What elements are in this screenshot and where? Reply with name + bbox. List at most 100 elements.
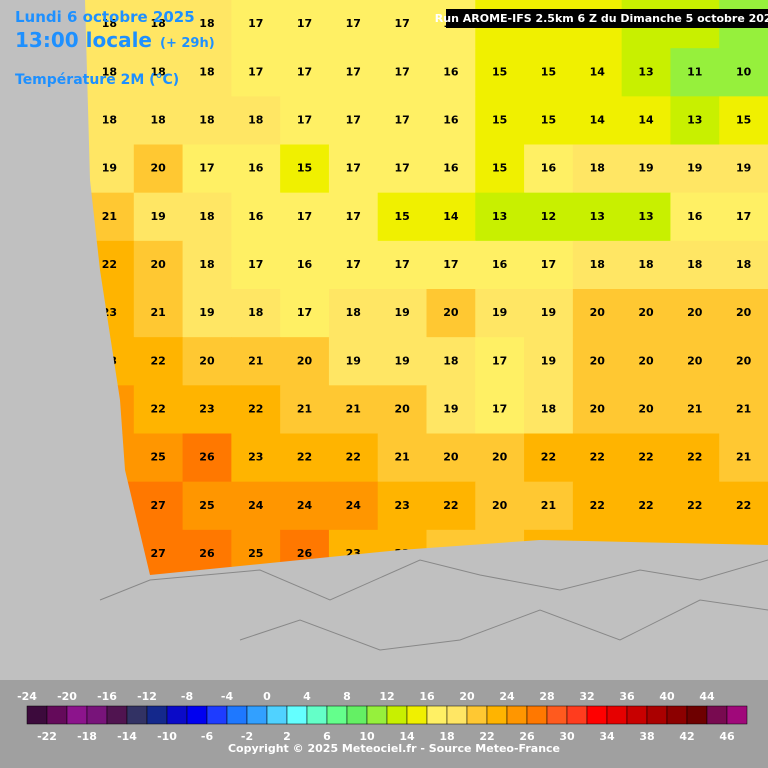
temperature-label: 20 xyxy=(443,451,459,464)
temperature-cell xyxy=(719,289,768,338)
temperature-label: 10 xyxy=(736,65,752,78)
temperature-label: 17 xyxy=(248,65,263,78)
temperature-cell xyxy=(231,96,281,145)
temperature-label: 22 xyxy=(248,402,263,415)
temperature-cell xyxy=(670,48,720,97)
temperature-cell xyxy=(280,289,330,338)
temperature-cell xyxy=(475,337,525,386)
temperature-cell xyxy=(328,385,379,434)
tick-label: 26 xyxy=(519,730,535,743)
run-info: Run AROME-IFS 2.5km 6 Z du Dimanche 5 oc… xyxy=(435,12,768,25)
color-box xyxy=(66,705,88,725)
temperature-label: 22 xyxy=(151,354,166,367)
tick-label: 8 xyxy=(343,690,351,703)
color-box xyxy=(626,705,648,725)
temperature-label: 20 xyxy=(492,451,508,464)
temperature-label: 22 xyxy=(736,499,751,512)
temperature-cell xyxy=(328,96,379,145)
temperature-cell xyxy=(377,240,427,290)
tick-label: 14 xyxy=(399,730,415,743)
temperature-label: 18 xyxy=(199,210,214,223)
temperature-cell xyxy=(280,96,330,145)
temperature-label: 21 xyxy=(541,499,556,512)
color-box xyxy=(226,705,248,725)
temperature-cell xyxy=(182,337,232,386)
temperature-label: 22 xyxy=(638,451,653,464)
color-box xyxy=(326,705,348,725)
temperature-cell xyxy=(280,48,330,97)
temperature-cell xyxy=(426,240,476,290)
temperature-cell xyxy=(133,337,184,386)
temperature-cell xyxy=(621,48,671,97)
temperature-label: 17 xyxy=(394,65,409,78)
temperature-cell xyxy=(133,433,184,483)
temperature-cell xyxy=(475,240,525,290)
temperature-label: 22 xyxy=(687,451,702,464)
temperature-cell xyxy=(670,337,720,386)
temperature-label: 17 xyxy=(541,258,556,271)
temperature-cell xyxy=(85,96,135,145)
temperature-label: 22 xyxy=(346,451,361,464)
temperature-label: 20 xyxy=(443,306,459,319)
temperature-label: 17 xyxy=(346,210,361,223)
variable: Température 2M (°C) xyxy=(15,72,179,88)
tick-label: 16 xyxy=(419,690,435,703)
temperature-cell xyxy=(426,48,476,97)
color-box xyxy=(166,705,188,725)
tick-label: -14 xyxy=(117,730,137,743)
temperature-label: 18 xyxy=(102,65,117,78)
temperature-cell xyxy=(182,96,232,145)
temperature-cell xyxy=(572,337,623,386)
temperature-label: 15 xyxy=(541,65,556,78)
tick-label: 24 xyxy=(499,690,515,703)
tick-label: -10 xyxy=(157,730,177,743)
temperature-label: 21 xyxy=(736,402,751,415)
color-box xyxy=(106,705,128,725)
temperature-label: 13 xyxy=(638,210,653,223)
temperature-cell xyxy=(670,96,720,145)
tick-label: 22 xyxy=(479,730,494,743)
temperature-label: 19 xyxy=(492,306,507,319)
temperature-cell xyxy=(426,96,476,145)
temperature-cell xyxy=(231,337,281,386)
temperature-cell xyxy=(572,481,623,531)
temperature-cell xyxy=(328,289,379,338)
temperature-cell xyxy=(621,481,671,531)
color-box xyxy=(666,705,688,725)
temperature-cell xyxy=(670,192,720,242)
color-box xyxy=(466,705,488,725)
temperature-label: 17 xyxy=(394,258,409,271)
temperature-label: 20 xyxy=(394,402,410,415)
temperature-cell xyxy=(572,289,623,338)
temperature-cell xyxy=(475,385,525,434)
temperature-cell xyxy=(328,240,379,290)
temperature-label: 18 xyxy=(151,65,166,78)
temperature-cell xyxy=(621,337,671,386)
temperature-label: 17 xyxy=(346,258,361,271)
color-box xyxy=(406,705,428,725)
temperature-cell xyxy=(524,192,574,242)
temperature-label: 26 xyxy=(199,451,215,464)
temperature-label: 17 xyxy=(443,258,458,271)
temperature-cell xyxy=(231,240,281,290)
temperature-cell xyxy=(670,289,720,338)
temperature-label: 20 xyxy=(151,162,167,175)
temperature-label: 23 xyxy=(394,499,409,512)
temperature-cell xyxy=(524,433,574,483)
temperature-cell xyxy=(719,144,768,194)
temperature-cell xyxy=(328,433,379,483)
temperature-label: 19 xyxy=(687,162,702,175)
temperature-cell xyxy=(524,96,574,145)
tick-label: -18 xyxy=(77,730,97,743)
color-box xyxy=(346,705,368,725)
temperature-label: 25 xyxy=(248,547,263,560)
temperature-label: 17 xyxy=(346,65,361,78)
temperature-field: 18 18 18 17 17 17 17 16 15 15 14 13 12 11 18 18 18 17 17 17… xyxy=(85,0,768,575)
temperature-label: 19 xyxy=(151,210,166,223)
color-box xyxy=(426,705,448,725)
temperature-cell xyxy=(280,337,330,386)
tick-label: -24 xyxy=(17,690,37,703)
temperature-cell xyxy=(328,144,379,194)
temperature-label: 16 xyxy=(443,65,459,78)
temperature-cell xyxy=(475,192,525,242)
